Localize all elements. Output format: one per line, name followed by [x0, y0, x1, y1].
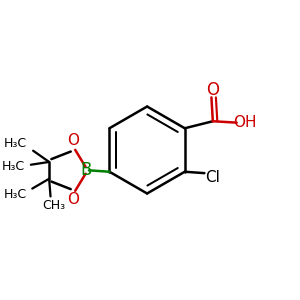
Text: O: O — [206, 80, 219, 98]
Text: Cl: Cl — [206, 170, 220, 185]
Text: O: O — [67, 192, 79, 207]
Text: H₃C: H₃C — [2, 160, 25, 172]
Text: CH₃: CH₃ — [42, 200, 65, 212]
Text: OH: OH — [233, 115, 256, 130]
Text: H₃C: H₃C — [3, 188, 26, 201]
Text: B: B — [80, 161, 91, 179]
Text: O: O — [67, 134, 79, 148]
Text: H₃C: H₃C — [4, 137, 27, 151]
